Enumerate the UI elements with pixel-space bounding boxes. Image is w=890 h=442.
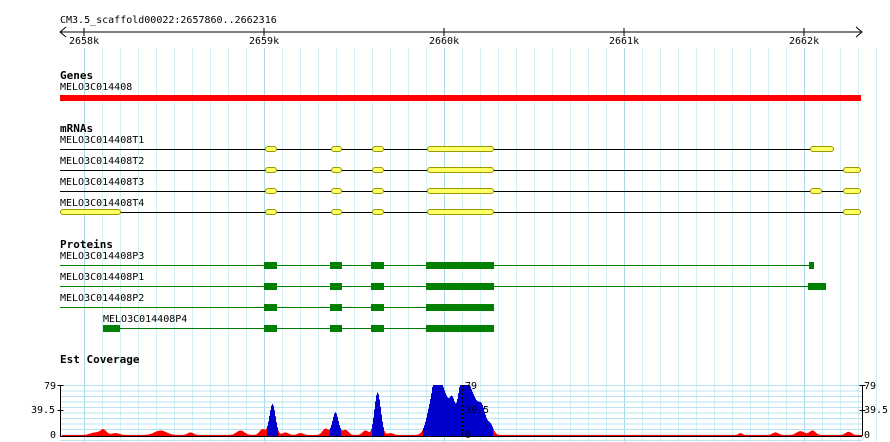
protein-label: MELO3C014408P4: [103, 314, 188, 325]
protein-line: [60, 307, 494, 308]
protein-segment: [264, 304, 277, 311]
mrna-label: MELO3C014408T3: [60, 177, 145, 188]
exon: [331, 188, 342, 194]
genes-track-title: Genes: [60, 69, 94, 82]
exon: [372, 146, 384, 152]
exon: [810, 188, 822, 194]
region-label: CM3.5_scaffold00022:2657860..2662316: [60, 15, 277, 26]
exon: [427, 167, 494, 173]
protein-segment: [103, 325, 120, 332]
mrna-label: MELO3C014408T2: [60, 156, 145, 167]
protein-segment: [808, 283, 826, 290]
mrnas-track-title: mRNAs: [60, 122, 94, 135]
mrna-label: MELO3C014408T1: [60, 135, 145, 146]
protein-segment: [371, 283, 384, 290]
exon: [810, 146, 834, 152]
exon: [843, 188, 861, 194]
coverage-histogram[interactable]: [0, 380, 890, 442]
protein-segment: [426, 262, 494, 269]
exon: [265, 167, 277, 173]
coverage-mid-label: 39.5: [465, 405, 490, 416]
protein-line: [103, 328, 494, 329]
ruler-tick-label: 2658k: [69, 36, 100, 47]
exon: [372, 188, 384, 194]
protein-segment: [371, 325, 384, 332]
protein-segment: [426, 283, 494, 290]
protein-segment: [426, 325, 494, 332]
protein-segment: [809, 262, 814, 269]
ruler-tick-label: 2660k: [429, 36, 460, 47]
exon: [427, 146, 494, 152]
ruler-tick-label: 2662k: [789, 36, 820, 47]
exon: [331, 167, 342, 173]
ruler-tick-label: 2661k: [609, 36, 640, 47]
coverage-max-label: 79: [465, 381, 478, 392]
exon: [843, 167, 861, 173]
protein-segment: [330, 325, 342, 332]
exon: [60, 209, 121, 215]
protein-segment: [330, 283, 342, 290]
protein-segment: [330, 304, 342, 311]
protein-segment: [371, 262, 384, 269]
protein-segment: [264, 283, 277, 290]
protein-label: MELO3C014408P1: [60, 272, 145, 283]
ruler[interactable]: [0, 24, 890, 48]
protein-segment: [264, 325, 277, 332]
exon: [265, 146, 277, 152]
proteins-track-title: Proteins: [60, 238, 113, 251]
coverage-min-label: 0: [465, 430, 472, 441]
coverage-max-label: 79: [44, 381, 57, 392]
coverage-max-label: 79: [864, 381, 877, 392]
protein-label: MELO3C014408P3: [60, 251, 145, 262]
ruler-tick-label: 2659k: [249, 36, 280, 47]
gene-label: MELO3C014408: [60, 82, 133, 93]
exon: [265, 209, 277, 215]
exon: [372, 167, 384, 173]
protein-segment: [371, 304, 384, 311]
exon: [843, 209, 861, 215]
protein-label: MELO3C014408P2: [60, 293, 145, 304]
protein-segment: [330, 262, 342, 269]
protein-segment: [426, 304, 494, 311]
exon: [265, 188, 277, 194]
exon: [427, 188, 494, 194]
protein-segment: [264, 262, 277, 269]
exon: [372, 209, 384, 215]
exon: [331, 209, 342, 215]
exon: [427, 209, 494, 215]
coverage-mid-label: 39.5: [864, 405, 889, 416]
exon: [331, 146, 342, 152]
coverage-min-label: 0: [50, 430, 57, 441]
gene-feature[interactable]: [60, 95, 861, 101]
coverage-min-label: 0: [864, 430, 871, 441]
coverage-mid-label: 39.5: [31, 405, 56, 416]
mrna-label: MELO3C014408T4: [60, 198, 145, 209]
est-coverage-track-title: Est Coverage: [60, 353, 140, 366]
